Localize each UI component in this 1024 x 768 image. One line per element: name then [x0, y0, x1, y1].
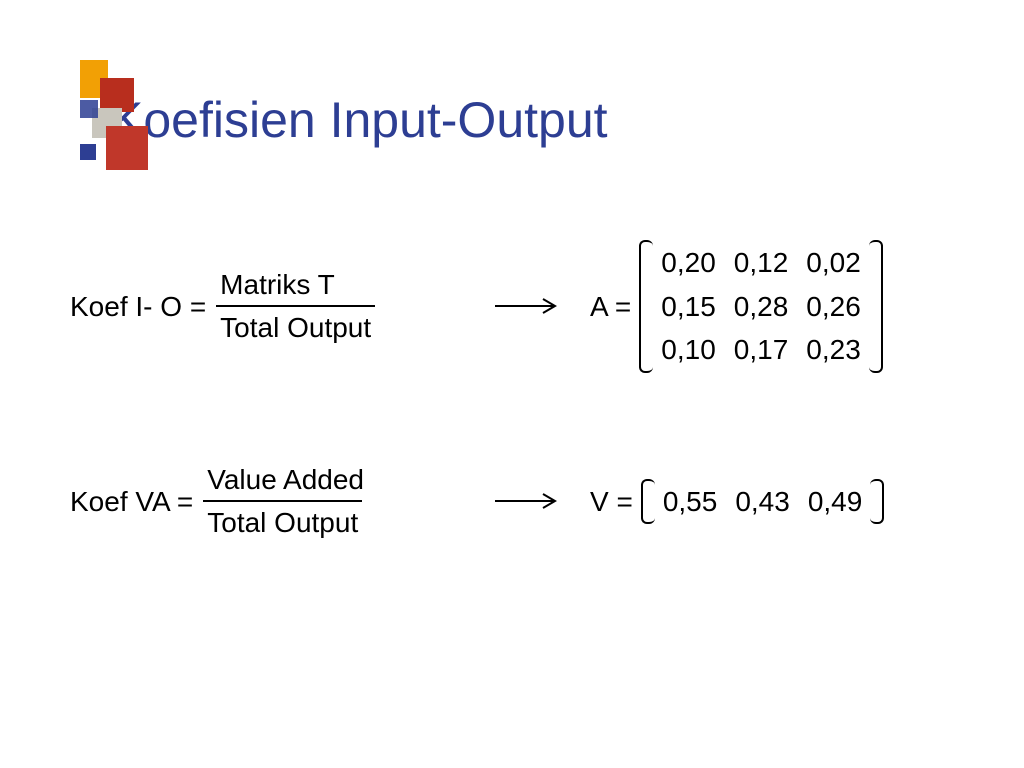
matrix-cell: 0,02	[806, 246, 861, 280]
arrow-va	[470, 491, 590, 511]
matrix-cell: 0,10	[661, 333, 716, 367]
equation-va-lhs: Koef VA = Value Added Total Output	[70, 463, 470, 540]
arrow-right-icon	[495, 296, 565, 316]
arrow-right-icon	[495, 491, 565, 511]
title-block: Koefisien Input-Output	[50, 60, 974, 180]
vector-v-body: 0,55 0,43 0,49	[655, 479, 871, 525]
matrix-cell: 0,26	[806, 290, 861, 324]
matrix-cell: 0,12	[734, 246, 789, 280]
fraction-io: Matriks T Total Output	[216, 268, 375, 345]
slide: Koefisien Input-Output Koef I- O = Matri…	[0, 0, 1024, 768]
matrix-cell: 0,23	[806, 333, 861, 367]
matrix-cell: 0,15	[661, 290, 716, 324]
slide-content: Koef I- O = Matriks T Total Output A = 0…	[50, 240, 974, 540]
matrix-cell: 0,28	[734, 290, 789, 324]
fraction-va: Value Added Total Output	[203, 463, 368, 540]
matrix-cell: 0,20	[661, 246, 716, 280]
matrix-cell: 0,43	[735, 485, 790, 519]
fraction-io-denominator: Total Output	[216, 305, 375, 345]
equation-io-lhs: Koef I- O = Matriks T Total Output	[70, 268, 470, 345]
fraction-io-numerator: Matriks T	[216, 268, 339, 306]
fraction-va-numerator: Value Added	[203, 463, 368, 501]
equation-io-rhs: A = 0,20 0,12 0,02 0,15 0,28 0,26 0,10 0,17 0,23	[590, 240, 883, 373]
matrix-a-label: A =	[590, 290, 631, 324]
koef-va-label: Koef VA =	[70, 485, 193, 519]
equation-io: Koef I- O = Matriks T Total Output A = 0…	[70, 240, 954, 373]
matrix-a: 0,20 0,12 0,02 0,15 0,28 0,26 0,10 0,17 0,23	[639, 240, 883, 373]
vector-v: 0,55 0,43 0,49	[641, 479, 885, 525]
slide-title: Koefisien Input-Output	[110, 91, 608, 149]
title-decoration	[50, 60, 140, 170]
vector-v-label: V =	[590, 485, 633, 519]
arrow-io	[470, 296, 590, 316]
matrix-cell: 0,49	[808, 485, 863, 519]
koef-io-label: Koef I- O =	[70, 290, 206, 324]
matrix-cell: 0,55	[663, 485, 718, 519]
matrix-cell: 0,17	[734, 333, 789, 367]
equation-va: Koef VA = Value Added Total Output V = 0…	[70, 463, 954, 540]
equation-va-rhs: V = 0,55 0,43 0,49	[590, 479, 884, 525]
matrix-a-body: 0,20 0,12 0,02 0,15 0,28 0,26 0,10 0,17 0,23	[653, 240, 869, 373]
fraction-va-denominator: Total Output	[203, 500, 362, 540]
